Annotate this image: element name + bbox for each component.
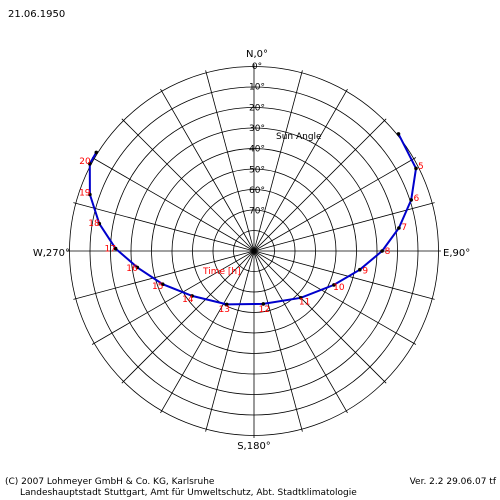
hour-label: 8 [385,247,391,257]
hour-label: 20 [79,157,91,167]
hour-label: 17 [104,245,115,255]
sun-path-line [88,133,418,306]
hour-label: 13 [219,305,230,315]
elevation-tick: 20° [249,103,265,113]
agency-text: Landeshauptstadt Stuttgart, Amt für Umwe… [20,488,357,498]
hour-label: 14 [182,295,194,305]
sun-path-point [97,221,102,226]
sun-path-point [380,249,384,253]
sun-path-point [396,132,401,136]
sun-angle-label: Sun Angle [276,132,322,142]
elevation-tick: 70° [249,207,265,217]
sun-path-point [113,246,118,251]
elevation-tick: 0° [252,62,262,72]
elevation-tick-labels: 0° 10° 20° 30° 40° 50° 60° 70° [249,62,265,217]
time-label: Time [h] [202,267,241,277]
elevation-tick: 50° [249,165,265,175]
hour-label: 16 [126,264,138,274]
hour-label: 7 [401,223,407,233]
sun-path-point [358,267,362,272]
grid-spoke [73,250,255,300]
grid-spoke [73,202,255,252]
hour-label: 10 [333,283,345,293]
east-label: E,90° [443,248,470,259]
south-label: S,180° [237,441,271,452]
sun-path-point [225,302,229,307]
copyright-text: (C) 2007 Lohmeyer GmbH & Co. KG, Karlsru… [5,477,215,487]
grid-spoke [160,88,255,252]
elevation-tick: 60° [249,186,265,196]
hour-label: 6 [414,194,420,204]
elevation-tick: 30° [249,124,265,134]
sun-path-point [135,265,140,270]
hour-label: 18 [88,219,100,229]
grid-spoke [253,157,417,252]
sun-path-point [332,283,336,287]
sun-path-point [190,294,194,298]
polar-grid [67,64,441,438]
grid-spoke [253,250,417,345]
north-label: N,0° [246,49,268,60]
grid-spoke [91,157,255,252]
hour-label: 11 [299,298,310,308]
hour-label: 9 [362,267,368,277]
grid-spoke [205,250,255,432]
sun-path-point [88,161,92,166]
grid-spoke [253,250,387,384]
grid-spoke [121,250,255,384]
sun-path-series: 5 6 7 8 9 10 11 12 13 14 15 16 17 18 19 20 [79,132,424,315]
sun-path-point [397,226,401,230]
sun-path-point [409,198,414,202]
grid-spoke [91,250,255,345]
grid-spoke [121,118,255,252]
sun-path-point [261,302,266,306]
grid-spoke [253,250,303,432]
west-label: W,270° [33,248,70,259]
grid-spoke [160,250,255,414]
sun-path-point [414,166,418,171]
version-text: Ver. 2.2 29.06.07 tf [410,477,497,487]
hour-label: 5 [418,162,424,172]
sun-path-point [160,282,165,287]
hour-label: 19 [79,189,91,199]
sun-path-point [299,296,303,300]
hour-label: 12 [259,305,270,315]
elevation-tick: 40° [249,145,265,155]
grid-spoke [205,70,255,252]
grid-spoke [253,202,435,252]
sun-path-point [94,150,99,155]
grid-spoke [253,250,348,414]
date-label: 21.06.1950 [8,9,65,20]
grid-spoke [253,88,348,252]
grid-spoke [253,118,387,252]
hour-label: 15 [152,282,163,292]
sun-path-point [88,192,92,197]
elevation-tick: 10° [249,83,265,93]
grid-spoke [253,250,435,300]
grid-spoke [253,70,303,252]
